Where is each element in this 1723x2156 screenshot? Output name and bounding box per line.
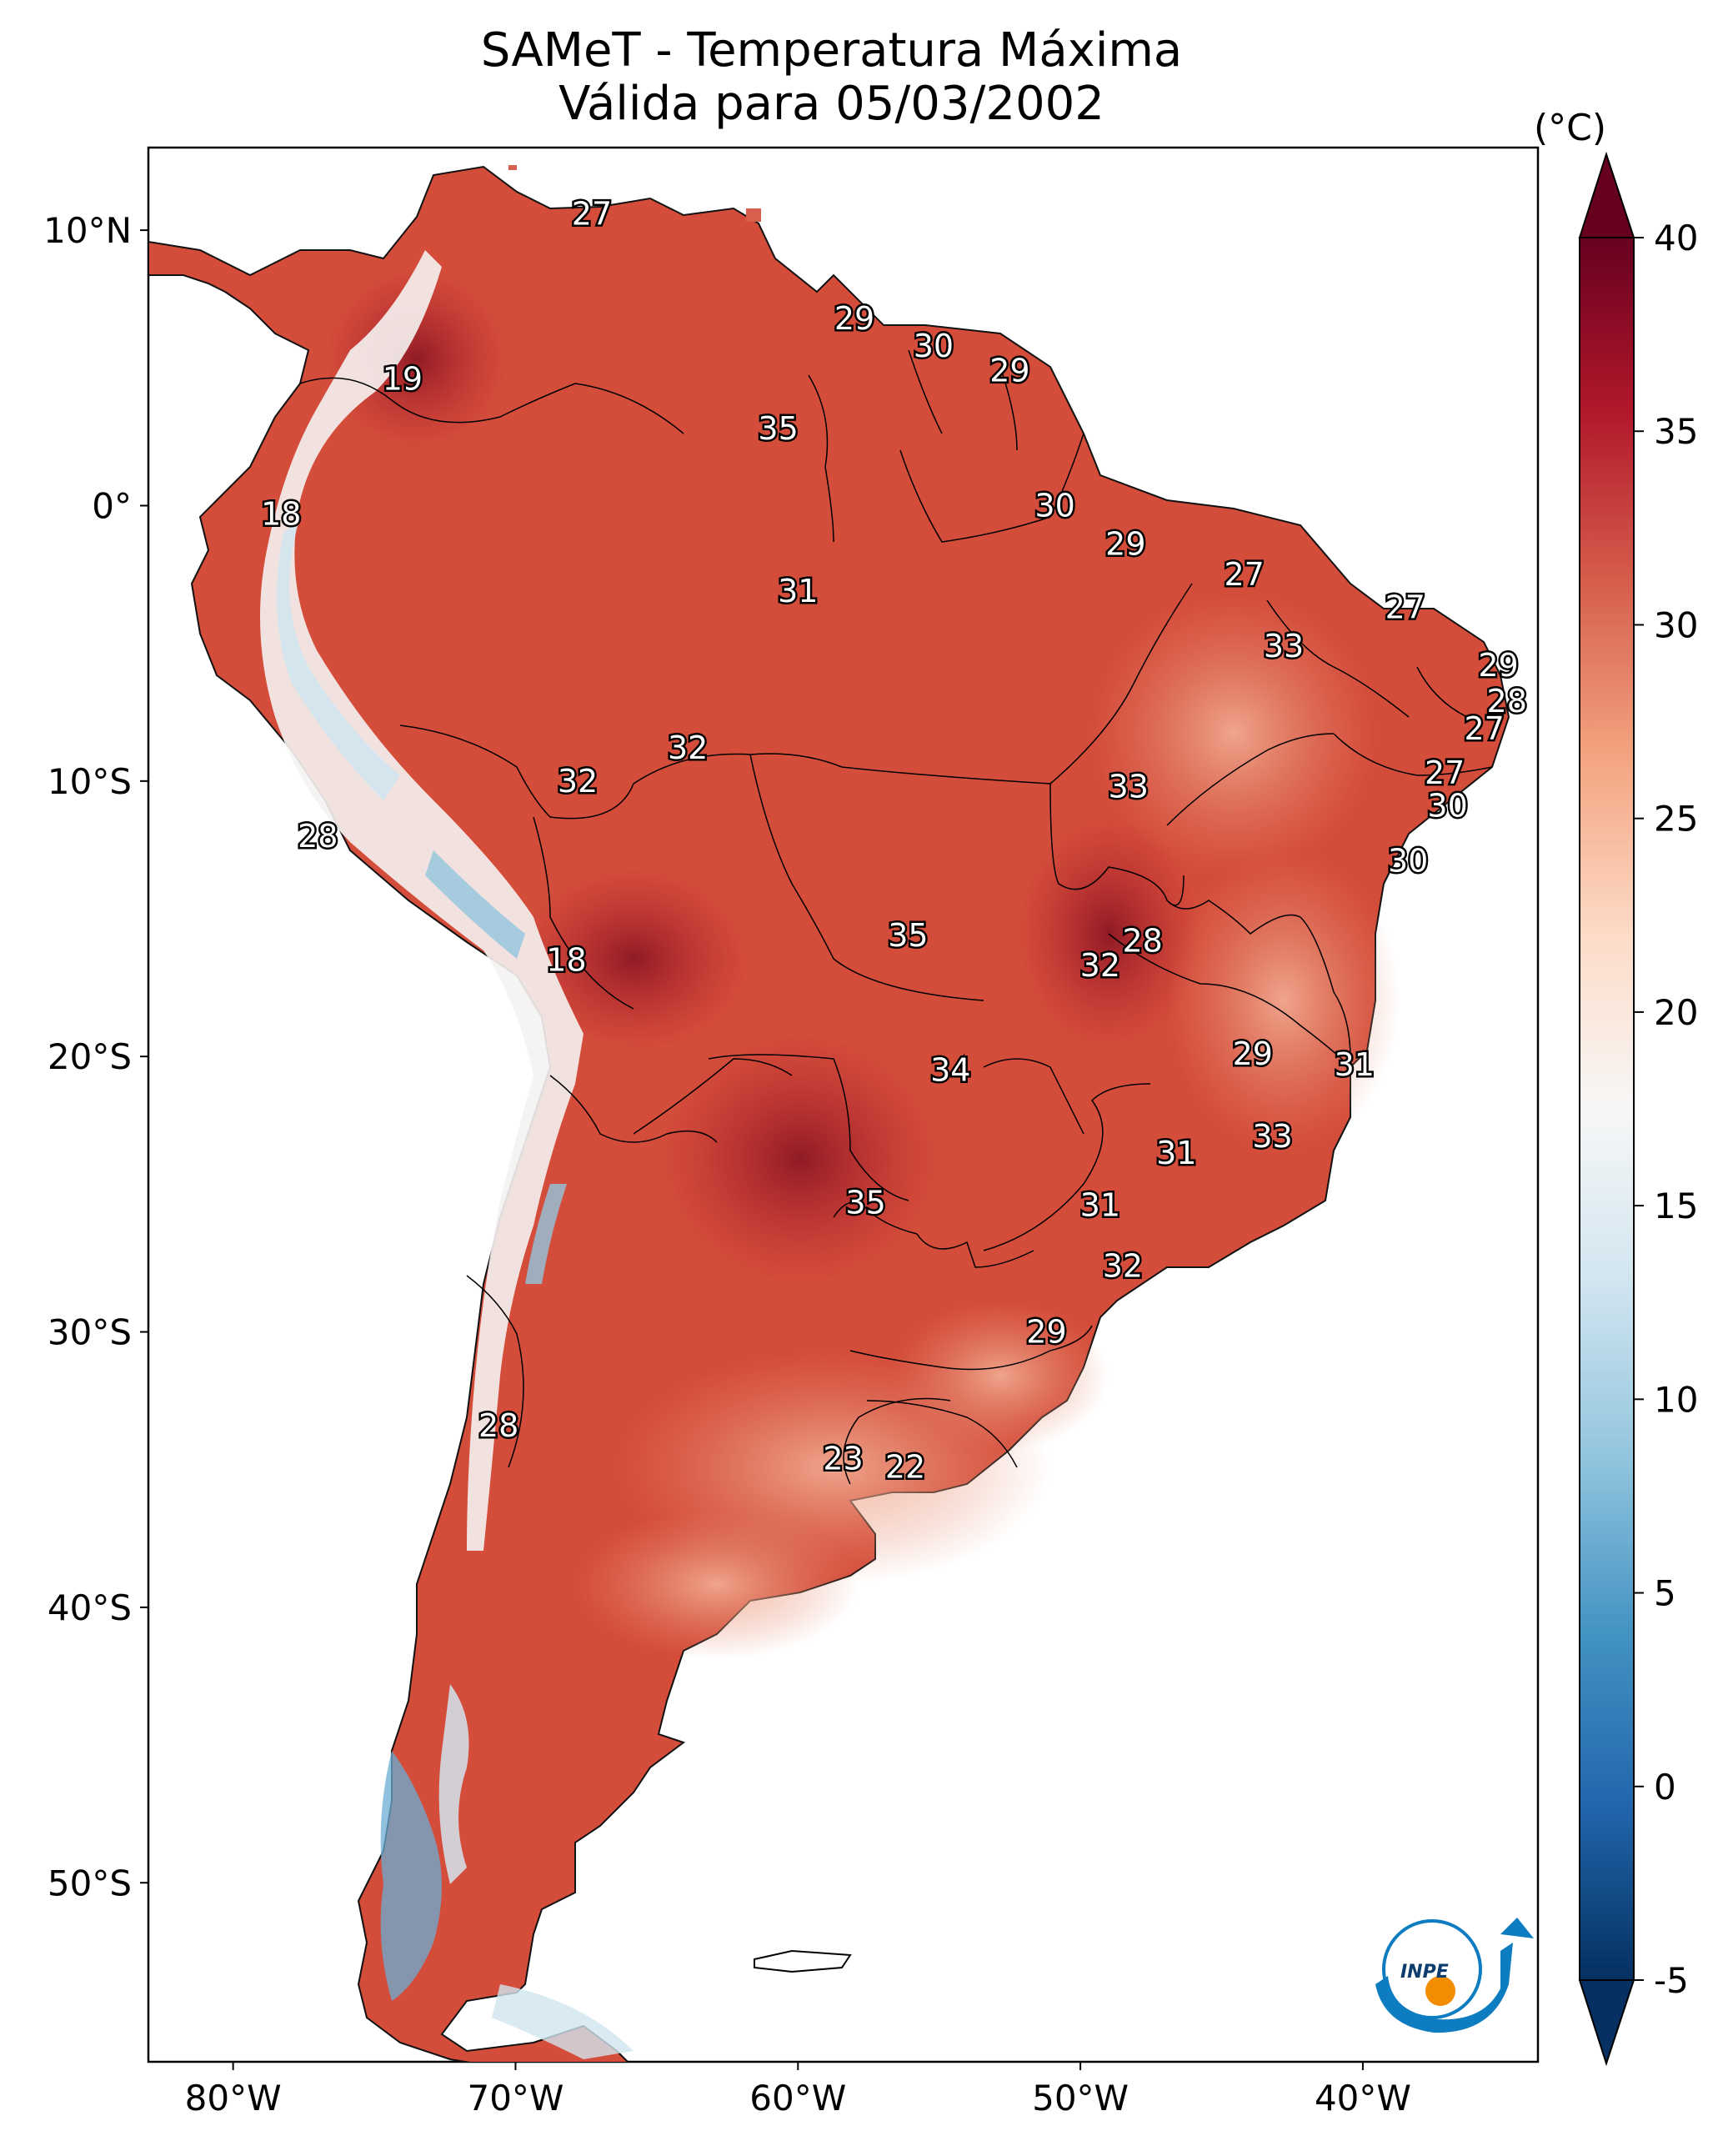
station-label: 28 bbox=[298, 818, 338, 855]
station-label: 32 bbox=[1103, 1247, 1143, 1284]
country-borders bbox=[299, 349, 1493, 1485]
station-label: 28 bbox=[1487, 683, 1527, 720]
lon-tick-label: 40°W bbox=[1315, 2078, 1411, 2118]
station-label: 27 bbox=[1385, 589, 1425, 626]
station-label: 29 bbox=[1026, 1314, 1066, 1351]
station-label: 19 bbox=[383, 361, 423, 398]
lon-axis: 80°W 70°W 60°W 50°W 40°W bbox=[185, 2062, 1411, 2118]
lat-tick-label: 50°S bbox=[48, 1863, 132, 1903]
inpe-logo: INPE bbox=[1375, 1918, 1534, 2033]
falkland-islands bbox=[754, 1949, 852, 1973]
lat-tick-label: 30°S bbox=[48, 1312, 132, 1353]
station-label: 35 bbox=[758, 410, 798, 447]
station-label: 27 bbox=[1224, 556, 1264, 593]
station-label: 27 bbox=[572, 195, 612, 232]
station-label: 31 bbox=[1156, 1135, 1196, 1171]
station-label: 35 bbox=[888, 917, 928, 954]
station-label: 35 bbox=[845, 1184, 885, 1221]
station-label: 32 bbox=[558, 763, 598, 800]
station-label: 33 bbox=[1109, 768, 1149, 805]
station-label: 30 bbox=[1388, 843, 1428, 880]
lon-tick-label: 70°W bbox=[467, 2078, 563, 2118]
andes-cool-band bbox=[260, 250, 634, 2059]
lon-tick-label: 50°W bbox=[1032, 2078, 1129, 2118]
station-label: 34 bbox=[930, 1052, 970, 1089]
lat-tick-label: 20°S bbox=[48, 1036, 132, 1077]
colorbar-top-extension bbox=[1578, 151, 1635, 238]
station-label: 31 bbox=[778, 573, 818, 609]
station-label: 32 bbox=[1080, 947, 1120, 984]
lon-tick-label: 60°W bbox=[749, 2078, 846, 2118]
station-label: 33 bbox=[1264, 628, 1304, 664]
colorbar-tick-label: 10 bbox=[1654, 1379, 1698, 1420]
colorbar: 40 35 30 25 20 15 10 5 0 -5 bbox=[1578, 151, 1698, 2067]
colorbar-tick-label: 40 bbox=[1654, 218, 1698, 258]
station-label: 22 bbox=[885, 1448, 925, 1485]
station-label: 29 bbox=[834, 300, 874, 337]
colorbar-ticks: 40 35 30 25 20 15 10 5 0 -5 bbox=[1634, 218, 1698, 2001]
map-subtitle: Válida para 05/03/2002 bbox=[558, 77, 1104, 131]
map-title: SAMeT - Temperatura Máxima bbox=[480, 23, 1183, 78]
colorbar-unit: (°C) bbox=[1534, 107, 1607, 149]
station-label: 30 bbox=[1427, 788, 1467, 825]
lat-tick-label: 0° bbox=[92, 485, 132, 526]
colorbar-tick-label: 5 bbox=[1654, 1573, 1676, 1614]
colorbar-bottom-extension bbox=[1578, 1979, 1635, 2067]
island-trinidad bbox=[746, 208, 761, 222]
inpe-logo-text: INPE bbox=[1400, 1962, 1449, 1983]
colorbar-tick-label: 0 bbox=[1654, 1767, 1676, 1808]
station-label: 18 bbox=[546, 942, 586, 979]
lat-tick-label: 10°N bbox=[43, 210, 132, 251]
lon-tick-label: 80°W bbox=[185, 2078, 282, 2118]
station-label: 28 bbox=[478, 1407, 518, 1444]
station-label: 29 bbox=[989, 353, 1029, 389]
colorbar-tick-label: 15 bbox=[1654, 1186, 1698, 1226]
colorbar-tick-label: 30 bbox=[1654, 604, 1698, 645]
colorbar-tick-label: 35 bbox=[1654, 411, 1698, 452]
station-label: 27 bbox=[1464, 710, 1504, 747]
colorbar-tick-label: 20 bbox=[1654, 992, 1698, 1033]
station-label: 33 bbox=[1252, 1118, 1292, 1155]
colorbar-tick-label: -5 bbox=[1654, 1960, 1689, 2001]
station-label: 31 bbox=[1335, 1046, 1375, 1083]
temperature-field bbox=[325, 267, 1400, 1659]
station-label: 18 bbox=[261, 495, 301, 532]
station-label: 29 bbox=[1478, 647, 1518, 684]
station-label: 30 bbox=[914, 328, 954, 364]
station-label: 29 bbox=[1105, 526, 1145, 563]
station-label: 28 bbox=[1122, 922, 1162, 959]
station-label: 32 bbox=[668, 730, 708, 766]
colorbar-tick-label: 25 bbox=[1654, 799, 1698, 840]
colorbar-body bbox=[1579, 237, 1635, 1981]
station-label: 30 bbox=[1034, 487, 1074, 524]
island-aruba bbox=[508, 165, 517, 170]
lat-axis: 10°N 0° 10°S 20°S 30°S 40°S 50°S bbox=[43, 210, 148, 1903]
station-label: 31 bbox=[1080, 1187, 1120, 1224]
station-label: 27 bbox=[1425, 755, 1465, 791]
lat-tick-label: 10°S bbox=[48, 761, 132, 802]
lat-tick-label: 40°S bbox=[48, 1587, 132, 1628]
station-label: 23 bbox=[823, 1441, 863, 1477]
station-label: 29 bbox=[1233, 1035, 1273, 1072]
